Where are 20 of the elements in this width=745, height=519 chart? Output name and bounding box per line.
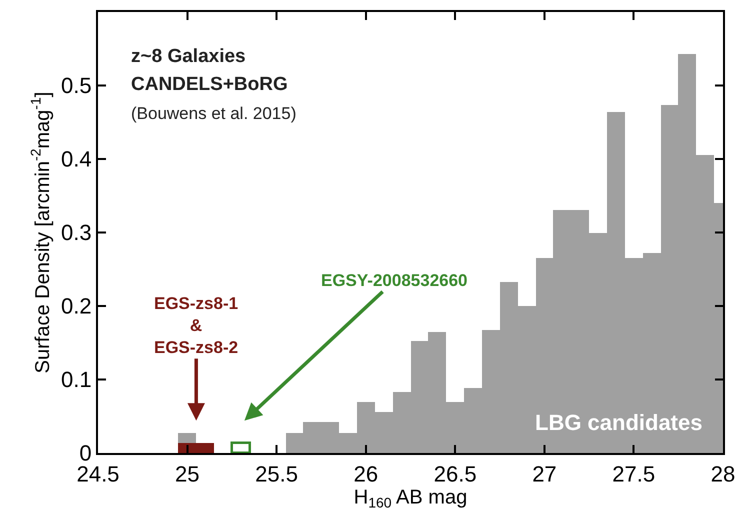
y-tick-label: 0.3 xyxy=(61,220,92,246)
x-tick-label: 26.5 xyxy=(434,461,477,486)
bar xyxy=(230,442,251,453)
x-tick-label: 25 xyxy=(175,461,200,486)
y-tick-label: 0.4 xyxy=(61,146,92,172)
y-tick-label: 0.1 xyxy=(61,367,92,392)
annotation: (Bouwens et al. 2015) xyxy=(131,104,296,123)
series-label: LBG candidates xyxy=(535,410,702,435)
x-tick-label: 27.5 xyxy=(612,461,656,486)
x-tick-label: 25.5 xyxy=(255,461,298,486)
y-tick-label: 0.5 xyxy=(61,73,92,98)
x-tick-label: 27 xyxy=(532,461,557,486)
x-tick-label: 28 xyxy=(710,461,736,486)
x-axis-title: H$_{160}$ AB mag xyxy=(354,486,468,511)
x-tick-label: 26 xyxy=(354,461,378,486)
text: EGS-zs8-1 & EGS-zs8-2 xyxy=(154,294,238,358)
y-tick-label: 0.2 xyxy=(61,294,92,319)
annotation: z~8 Galaxies xyxy=(131,46,246,67)
text: EGSY-2008532660 xyxy=(321,271,468,290)
annotation: CANDELS+BoRG xyxy=(131,74,288,95)
